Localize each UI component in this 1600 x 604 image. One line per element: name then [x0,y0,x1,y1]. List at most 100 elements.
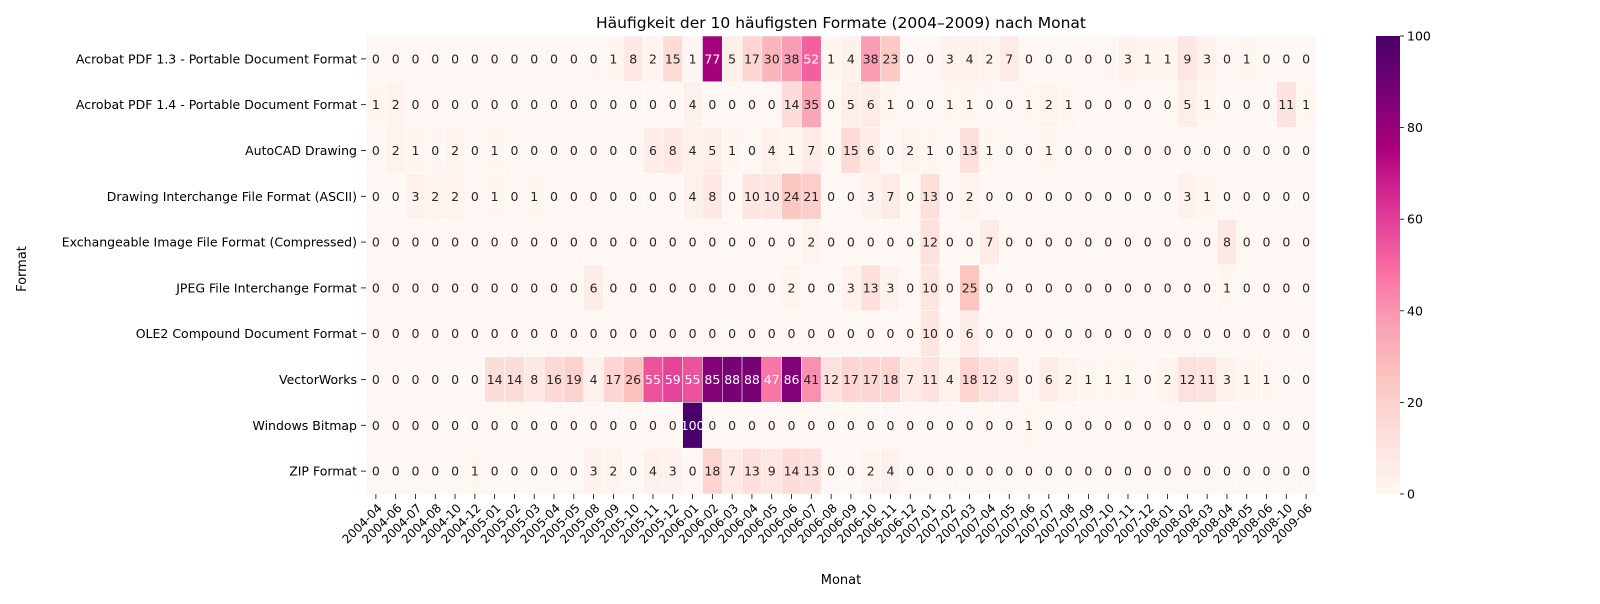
cell-value-label: 12 [823,372,839,387]
cell-value-label: 0 [1302,326,1310,341]
cell-value-label: 0 [985,280,993,295]
cell-value-label: 0 [412,418,420,433]
cell-value-label: 0 [431,97,439,112]
row-tick-label: VectorWorks [279,372,357,387]
cell-value-label: 1 [491,189,499,204]
cell-value-label: 0 [985,97,993,112]
cell-value-label: 13 [863,280,879,295]
cell-value-label: 0 [985,418,993,433]
cell-value-label: 0 [1005,418,1013,433]
cell-value-label: 0 [1183,464,1191,479]
cell-value-label: 0 [590,51,598,66]
cell-value-label: 0 [392,464,400,479]
cell-value-label: 0 [1243,97,1251,112]
row-tick-label: Windows Bitmap [253,418,358,433]
cell-value-label: 0 [1124,235,1132,250]
cell-value-label: 52 [803,51,819,66]
cell-value-label: 0 [1263,464,1271,479]
cell-value-label: 3 [1203,51,1211,66]
cell-value-label: 0 [471,51,479,66]
cell-value-label: 0 [708,418,716,433]
cell-value-label: 0 [491,51,499,66]
cell-value-label: 0 [550,97,558,112]
cell-value-label: 0 [570,418,578,433]
cell-value-label: 0 [451,235,459,250]
cell-value-label: 0 [1223,189,1231,204]
cell-value-label: 0 [1263,97,1271,112]
cell-value-label: 0 [1164,143,1172,158]
cell-value-label: 4 [768,143,776,158]
cell-value-label: 0 [629,326,637,341]
cell-value-label: 0 [827,464,835,479]
cell-value-label: 0 [1084,189,1092,204]
cell-value-label: 0 [570,280,578,295]
cell-value-label: 3 [669,464,677,479]
cell-value-label: 2 [451,189,459,204]
cell-value-label: 1 [946,97,954,112]
cell-value-label: 0 [985,326,993,341]
cell-value-label: 77 [704,51,720,66]
row-tick-label: Acrobat PDF 1.3 - Portable Document Form… [76,51,357,66]
cell-value-label: 4 [847,51,855,66]
cell-value-label: 1 [1243,372,1251,387]
cell-value-label: 3 [887,280,895,295]
cell-value-label: 8 [629,51,637,66]
cell-value-label: 0 [728,235,736,250]
cell-value-label: 0 [590,189,598,204]
cell-value-label: 0 [1065,143,1073,158]
cell-value-label: 0 [1302,235,1310,250]
cell-value-label: 15 [843,143,859,158]
cell-value-label: 0 [629,235,637,250]
cell-value-label: 0 [768,97,776,112]
cell-value-label: 0 [966,464,974,479]
cell-value-label: 14 [784,97,800,112]
cell-value-label: 0 [590,235,598,250]
cell-value-label: 30 [764,51,780,66]
cell-value-label: 0 [1084,143,1092,158]
cell-value-label: 0 [728,280,736,295]
cell-value-label: 0 [431,143,439,158]
cell-value-label: 0 [609,143,617,158]
cell-value-label: 0 [550,464,558,479]
cell-value-label: 17 [605,372,621,387]
cell-value-label: 2 [906,143,914,158]
cell-value-label: 0 [1302,143,1310,158]
cell-value-label: 0 [1124,97,1132,112]
cell-value-label: 88 [724,372,740,387]
cell-value-label: 0 [1282,280,1290,295]
cell-value-label: 0 [1144,143,1152,158]
colorbar-tick-label: 20 [1407,395,1423,410]
cell-value-label: 13 [922,189,938,204]
colorbar-gradient [1376,36,1400,494]
cell-value-label: 100 [681,418,705,433]
cell-value-label: 0 [550,51,558,66]
cell-value-label: 0 [1084,418,1092,433]
cell-value-label: 0 [946,189,954,204]
cell-value-label: 0 [669,326,677,341]
cell-value-label: 1 [1164,51,1172,66]
cell-value-label: 0 [1183,143,1191,158]
cell-value-label: 0 [491,418,499,433]
cell-value-label: 0 [530,143,538,158]
cell-value-label: 0 [1144,326,1152,341]
cell-value-label: 14 [506,372,522,387]
cell-value-label: 0 [966,235,974,250]
cell-value-label: 0 [530,280,538,295]
cell-value-label: 0 [609,97,617,112]
cell-value-label: 0 [926,97,934,112]
cell-value-label: 13 [803,464,819,479]
cell-value-label: 0 [570,464,578,479]
cell-value-label: 0 [1302,189,1310,204]
cell-value-label: 0 [530,464,538,479]
colorbar-tick-label: 0 [1407,487,1415,502]
cell-value-label: 1 [1203,189,1211,204]
cell-value-label: 0 [1263,189,1271,204]
cell-value-label: 0 [570,51,578,66]
cell-value-label: 0 [451,326,459,341]
cell-value-label: 0 [550,143,558,158]
cell-value-label: 5 [728,51,736,66]
cell-value-label: 10 [764,189,780,204]
cell-value-label: 21 [803,189,819,204]
cell-value-label: 8 [530,372,538,387]
cell-value-label: 0 [728,326,736,341]
